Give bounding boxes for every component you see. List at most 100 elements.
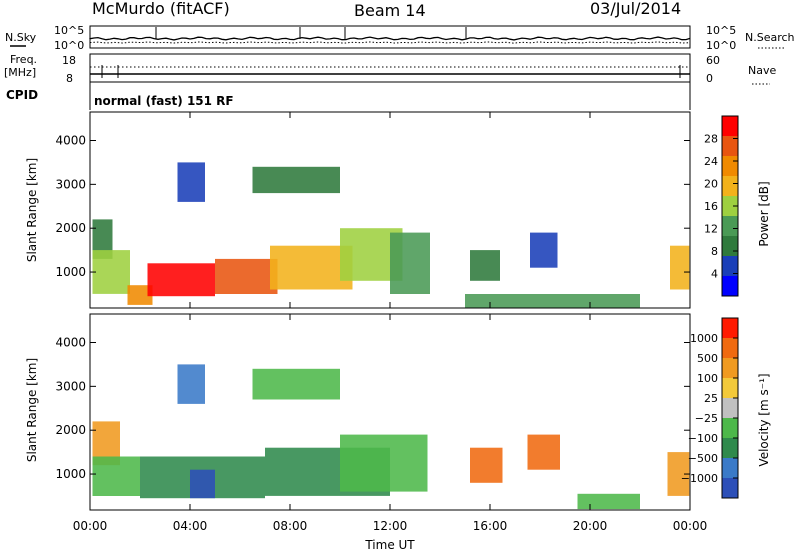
power-y-tick-label-0: 4000 — [55, 134, 86, 148]
velocity-colorbar-swatch-7 — [722, 458, 738, 479]
power-region-8 — [252, 166, 340, 194]
power-y-tick-label-3: 1000 — [55, 265, 86, 279]
velocity-colorbar-swatch-6 — [722, 438, 738, 459]
power-y-tick-label-2: 2000 — [55, 221, 86, 235]
power-region-2 — [127, 285, 153, 305]
power-colorbar-swatch-5 — [722, 216, 738, 237]
velocity-colorbar-tick-label-2: 100 — [697, 372, 718, 385]
nave-label: Nave — [748, 64, 776, 77]
time-axis-label: Time UT — [364, 538, 415, 552]
power-colorbar-swatch-0 — [722, 116, 738, 137]
power-colorbar-swatch-1 — [722, 136, 738, 157]
power-region-5 — [270, 245, 353, 290]
velocity-y-tick-label-1: 3000 — [55, 379, 86, 393]
x-tick-label-3: 12:00 — [373, 519, 408, 533]
x-tick-label-4: 16:00 — [473, 519, 508, 533]
velocity-colorbar-tick-label-5: −100 — [688, 432, 718, 445]
nsearch-tick-top: 10^5 — [706, 24, 736, 37]
power-colorbar-swatch-6 — [722, 236, 738, 257]
freq-tick-bottom: 8 — [66, 72, 73, 85]
power-colorbar-tick-label-5: 8 — [711, 245, 718, 258]
velocity-region-5 — [340, 434, 428, 492]
nsearch-label: N.Search — [745, 31, 795, 44]
velocity-region-11 — [577, 493, 640, 510]
power-region-1 — [92, 250, 130, 294]
power-region-7 — [390, 232, 430, 294]
power-y-tick-label-1: 3000 — [55, 177, 86, 191]
power-colorbar-tick-label-1: 24 — [704, 155, 718, 168]
velocity-region-9 — [527, 434, 560, 470]
nsky-panel — [89, 25, 691, 49]
velocity-colorbar-swatch-2 — [722, 358, 738, 379]
power-region-13 — [465, 294, 640, 308]
x-tick-label-1: 04:00 — [173, 519, 208, 533]
freq-unit: [MHz] — [4, 66, 36, 79]
station-title: McMurdo (fitACF) — [92, 0, 230, 18]
freq-panel — [89, 53, 691, 83]
velocity-colorbar-tick-label-3: 25 — [704, 392, 718, 405]
cpid-value: normal (fast) 151 RF — [94, 94, 234, 108]
power-colorbar-swatch-3 — [722, 176, 738, 197]
velocity-colorbar-frame — [721, 317, 739, 499]
velocity-colorbar: 1000 500 100 25 −25 −100 −500 −1000 — [681, 317, 739, 499]
velocity-colorbar-tick-label-7: −1000 — [681, 472, 718, 485]
nsearch-line — [89, 41, 691, 44]
power-colorbar-swatch-4 — [722, 196, 738, 217]
velocity-colorbar-swatch-8 — [722, 478, 738, 499]
x-tick-label-2: 08:00 — [273, 519, 308, 533]
power-colorbar-tick-label-0: 28 — [704, 133, 718, 146]
velocity-region-6 — [252, 368, 340, 400]
velocity-y-tick-label-3: 1000 — [55, 467, 86, 481]
power-colorbar: 28 24 20 16 12 8 4 — [704, 115, 739, 297]
power-colorbar-tick-label-4: 12 — [704, 223, 718, 236]
velocity-colorbar-swatch-3 — [722, 378, 738, 399]
power-region-11 — [530, 232, 558, 268]
velocity-colorbar-tick-label-0: 1000 — [690, 332, 718, 345]
velocity-y-tick-label-2: 2000 — [55, 423, 86, 437]
nave-tick-top: 60 — [706, 54, 720, 67]
power-region-10 — [470, 250, 500, 281]
power-colorbar-swatch-7 — [722, 256, 738, 277]
power-colorbar-tick-label-6: 4 — [711, 268, 718, 281]
power-y-axis: 4000 3000 2000 1000 — [55, 134, 690, 279]
power-colorbar-swatch-2 — [722, 156, 738, 177]
x-tick-label-0: 00:00 — [73, 519, 108, 533]
freq-label: Freq. — [10, 53, 37, 66]
power-colorbar-swatch-8 — [722, 276, 738, 297]
velocity-colorbar-swatch-1 — [722, 338, 738, 359]
nsearch-tick-bottom: 10^0 — [706, 39, 736, 52]
nsky-line — [89, 36, 691, 41]
power-colorbar-label: Power [dB] — [757, 181, 771, 246]
date-title: 03/Jul/2014 — [590, 0, 681, 18]
power-heatmap — [92, 162, 690, 308]
velocity-region-3 — [190, 469, 215, 499]
velocity-heatmap — [92, 364, 690, 510]
velocity-colorbar-tick-label-6: −500 — [688, 452, 718, 465]
x-tick-label-5: 20:00 — [573, 519, 608, 533]
nave-tick-bottom: 0 — [706, 72, 713, 85]
power-colorbar-tick-label-2: 20 — [704, 178, 718, 191]
power-region-4 — [215, 258, 278, 294]
velocity-y-label: Slant Range [km] — [25, 358, 39, 462]
velocity-y-axis: 4000 3000 2000 1000 — [55, 336, 690, 481]
power-colorbar-tick-label-3: 16 — [704, 200, 718, 213]
power-region-3 — [147, 263, 215, 297]
x-tick-label-6: 00:00 — [673, 519, 708, 533]
velocity-y-tick-label-0: 4000 — [55, 336, 86, 350]
velocity-region-8 — [470, 447, 503, 483]
nsky-label: N.Sky — [5, 31, 37, 44]
nsky-trace — [89, 27, 691, 44]
power-region-12 — [670, 245, 690, 290]
velocity-colorbar-label: Velocity [m s⁻¹] — [757, 373, 771, 466]
power-y-label: Slant Range [km] — [25, 158, 39, 262]
nsky-tick-top: 10^5 — [54, 24, 84, 37]
beam-title: Beam 14 — [354, 1, 426, 20]
velocity-region-1 — [92, 456, 140, 496]
velocity-colorbar-tick-label-1: 500 — [697, 352, 718, 365]
time-axis: 00:00 04:00 08:00 12:00 16:00 20:00 00:00 — [73, 112, 708, 533]
velocity-colorbar-tick-label-4: −25 — [695, 412, 718, 425]
freq-tick-top: 18 — [62, 54, 76, 67]
power-region-0 — [92, 219, 113, 259]
velocity-region-10 — [667, 452, 690, 496]
